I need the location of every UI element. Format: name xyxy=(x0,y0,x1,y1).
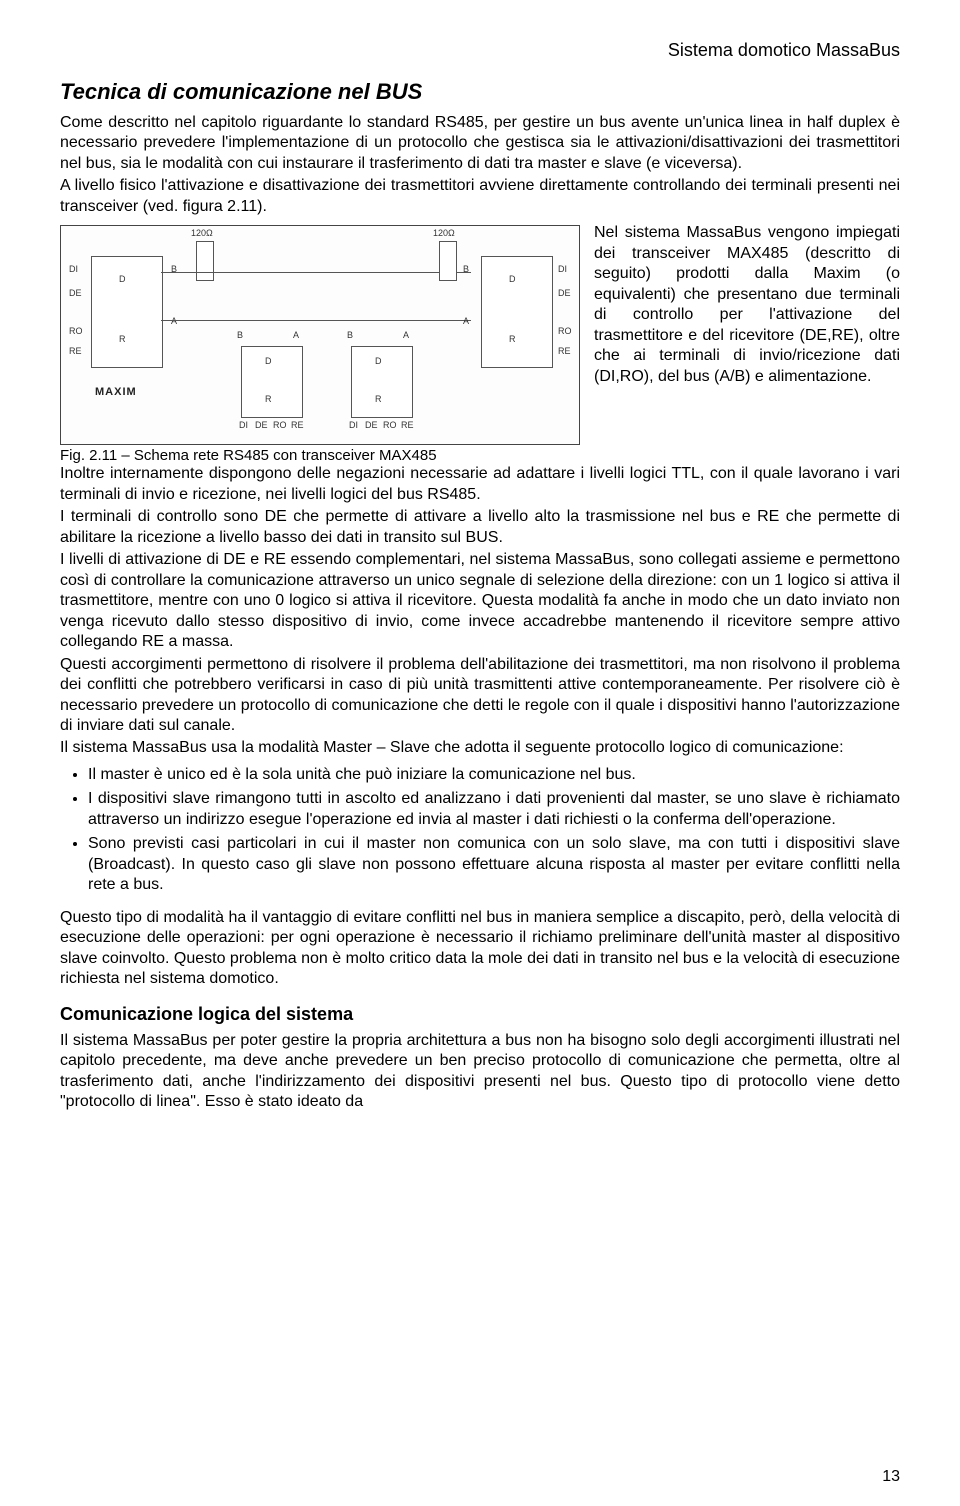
figure-text-wrap: DI DE RO RE D R B A 120Ω D R B A xyxy=(60,223,900,464)
label-r3: R xyxy=(375,394,382,404)
bullet-list: Il master è unico ed è la sola unità che… xyxy=(88,765,900,896)
label-b2: B xyxy=(237,330,243,340)
body-p3: I livelli di attivazione di DE e RE esse… xyxy=(60,550,900,652)
body-p5: Il sistema MassaBus usa la modalità Mast… xyxy=(60,738,900,758)
label-di4: DI xyxy=(558,264,567,274)
label-d3: D xyxy=(375,356,382,366)
label-b3: B xyxy=(347,330,353,340)
doc-header: Sistema domotico MassaBus xyxy=(60,40,900,61)
label-r4: R xyxy=(509,334,516,344)
bullet-1: Il master è unico ed è la sola unità che… xyxy=(88,765,900,785)
label-d4: D xyxy=(509,274,516,284)
label-re2: RE xyxy=(291,420,304,430)
label-r120a: 120Ω xyxy=(191,228,213,238)
intro-paragraph-1: Come descritto nel capitolo riguardante … xyxy=(60,113,900,174)
label-a1: A xyxy=(171,316,177,326)
label-re: RE xyxy=(69,346,82,356)
figure-diagram: DI DE RO RE D R B A 120Ω D R B A xyxy=(60,225,580,445)
label-di2: DI xyxy=(239,420,248,430)
label-de4: DE xyxy=(558,288,571,298)
label-a4: A xyxy=(463,316,469,326)
page-number: 13 xyxy=(882,1468,900,1486)
label-de: DE xyxy=(69,288,82,298)
label-r120b: 120Ω xyxy=(433,228,455,238)
label-ro4: RO xyxy=(558,326,572,336)
conclusion: Questo tipo di modalità ha il vantaggio … xyxy=(60,908,900,990)
label-di3: DI xyxy=(349,420,358,430)
label-d: D xyxy=(119,274,126,284)
body-p4: Questi accorgimenti permettono di risolv… xyxy=(60,655,900,737)
label-r2: R xyxy=(265,394,272,404)
body-p2: I terminali di controllo sono DE che per… xyxy=(60,507,900,548)
label-re4: RE xyxy=(558,346,571,356)
label-a3: A xyxy=(403,330,409,340)
label-r: R xyxy=(119,334,126,344)
bullet-2: I dispositivi slave rimangono tutti in a… xyxy=(88,789,900,830)
section-title: Tecnica di comunicazione nel BUS xyxy=(60,79,900,105)
subsection-title: Comunicazione logica del sistema xyxy=(60,1004,900,1025)
label-de2: DE xyxy=(255,420,268,430)
label-de3: DE xyxy=(365,420,378,430)
sub-p1: Il sistema MassaBus per poter gestire la… xyxy=(60,1031,900,1113)
label-ro: RO xyxy=(69,326,83,336)
label-d2: D xyxy=(265,356,272,366)
label-a2: A xyxy=(293,330,299,340)
intro-paragraph-2: A livello fisico l'attivazione e disatti… xyxy=(60,176,900,217)
page: Sistema domotico MassaBus Tecnica di com… xyxy=(0,0,960,1506)
figure-caption: Fig. 2.11 – Schema rete RS485 con transc… xyxy=(60,447,580,464)
label-re3: RE xyxy=(401,420,414,430)
body-p1: Inoltre internamente dispongono delle ne… xyxy=(60,464,900,505)
label-ro2: RO xyxy=(273,420,287,430)
figure-box: DI DE RO RE D R B A 120Ω D R B A xyxy=(60,225,580,464)
bullet-3: Sono previsti casi particolari in cui il… xyxy=(88,834,900,895)
maxim-logo: MAXIM xyxy=(95,386,137,398)
label-di: DI xyxy=(69,264,78,274)
label-b4: B xyxy=(463,264,469,274)
label-ro3: RO xyxy=(383,420,397,430)
